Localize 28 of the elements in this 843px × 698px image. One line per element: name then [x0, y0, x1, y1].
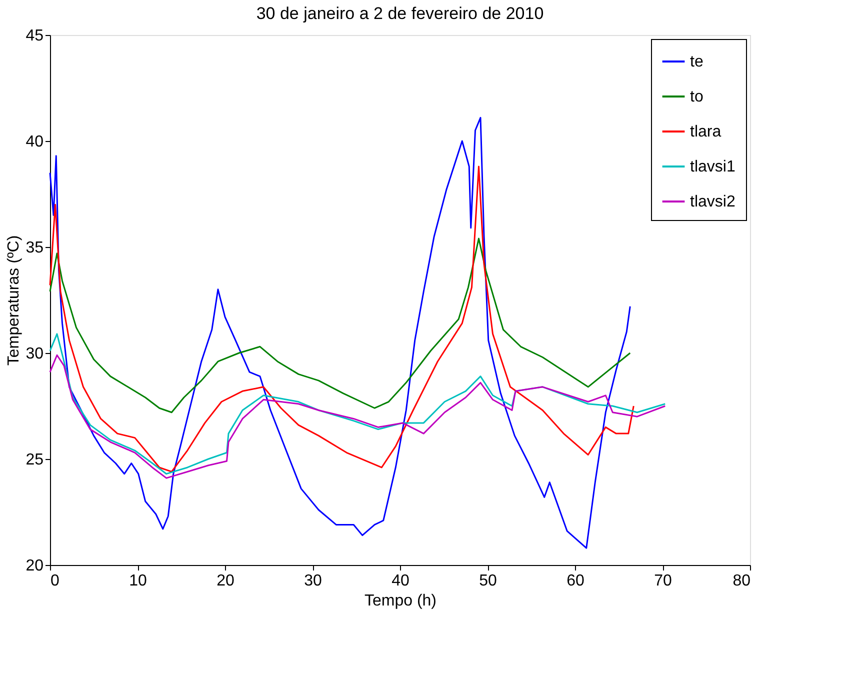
legend-label: tlara — [690, 124, 722, 140]
y-tick-label: 40 — [26, 134, 44, 150]
x-tick-label: 20 — [216, 572, 234, 590]
line-series — [49, 333, 666, 475]
line-series — [49, 116, 631, 549]
y-tick-label: 45 — [26, 28, 44, 44]
x-tick-label: 60 — [566, 572, 584, 590]
line-series — [49, 354, 666, 479]
legend-label: to — [690, 88, 704, 106]
y-tick-label: 35 — [26, 240, 44, 256]
line-series — [49, 166, 634, 472]
x-tick-label: 10 — [129, 572, 147, 590]
legend-label: te — [690, 54, 704, 70]
y-tick-label: 20 — [26, 558, 44, 574]
y-tick-label: 30 — [26, 346, 44, 362]
x-tick-label: 70 — [654, 572, 672, 590]
x-tick-label: 80 — [732, 572, 751, 590]
x-tick-label: 40 — [392, 572, 410, 590]
x-axis-title: Tempo (h) — [364, 592, 437, 610]
x-tick-label: 50 — [479, 572, 497, 590]
legend-label: tlavsi2 — [690, 194, 736, 210]
legend-label: tlavsi1 — [690, 158, 736, 176]
x-tick-label: 0 — [50, 572, 60, 590]
y-axis-title: Temperaturas (ºC) — [6, 235, 23, 366]
chart-title: 30 de janeiro a 2 de fevereiro de 2010 — [256, 4, 544, 23]
line-series — [49, 238, 631, 414]
x-tick-label: 30 — [304, 572, 322, 590]
y-tick-label: 25 — [26, 452, 44, 468]
